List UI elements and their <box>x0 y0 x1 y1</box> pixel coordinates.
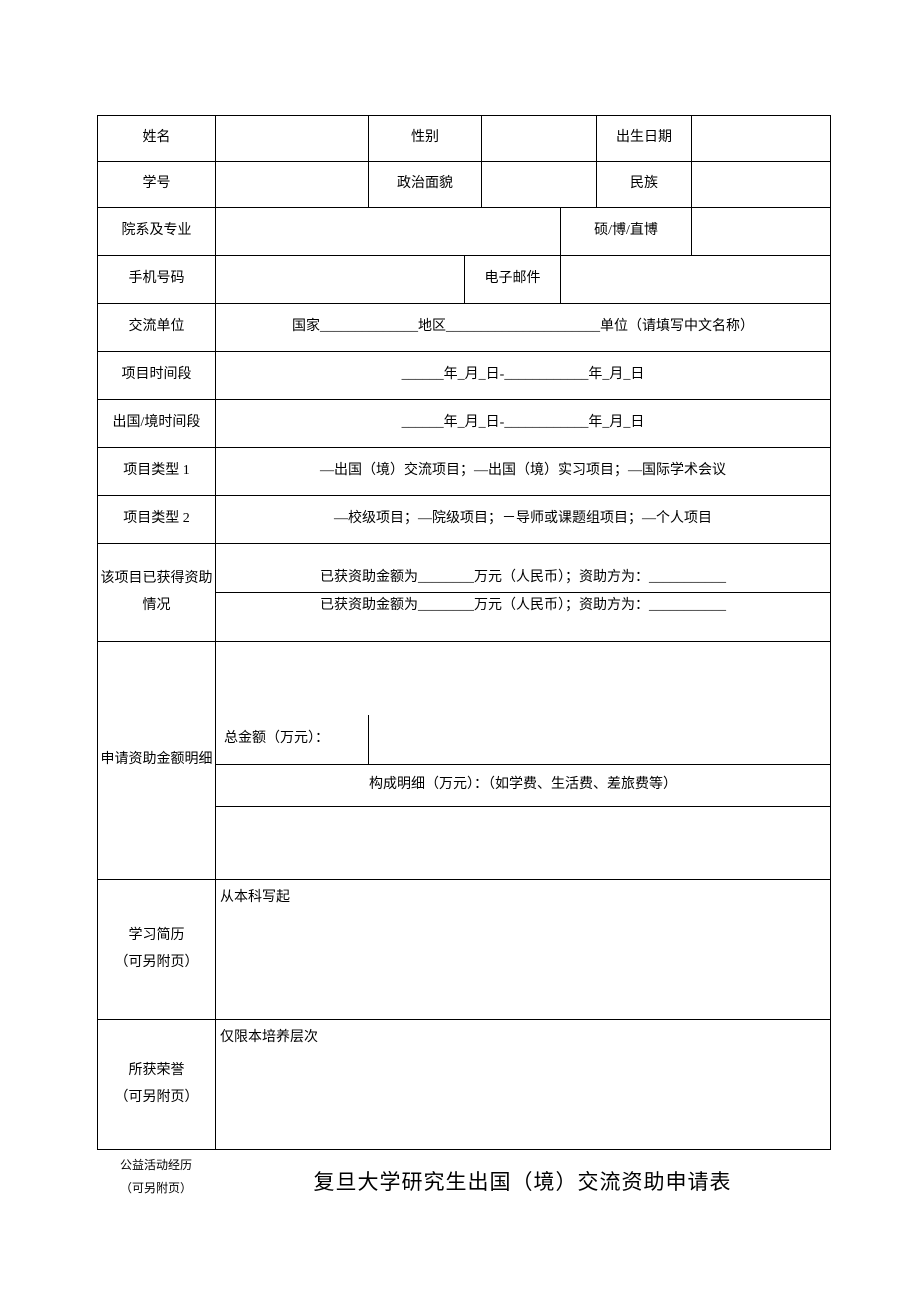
field-ethnicity[interactable] <box>692 162 831 208</box>
education-note: 从本科写起 <box>216 880 830 916</box>
page: 姓名 性别 出生日期 学号 政治面貌 民族 院系及专业 硕/博/直博 手机号码 … <box>0 0 920 1240</box>
label-degree-type: 硕/博/直博 <box>561 208 692 256</box>
field-dept-major[interactable] <box>216 208 561 256</box>
label-public-welfare: 公益活动经历 <box>120 1158 192 1172</box>
honors-note: 仅限本培养层次 <box>216 1020 830 1056</box>
existing-funding-row-1[interactable]: 已获资助金额为________万元（人民币）；资助方为：___________ <box>216 565 830 593</box>
label-existing-funding-line1: 该项目已获得资助 <box>101 571 213 586</box>
field-education[interactable] <box>216 916 830 1016</box>
field-political[interactable] <box>482 162 597 208</box>
footer: 公益活动经历 （可另附页） 复旦大学研究生出国（境）交流资助申请表 <box>97 1152 830 1200</box>
field-birthdate[interactable] <box>692 116 831 162</box>
label-honors-note: （可另附页） <box>115 1090 199 1105</box>
field-email[interactable] <box>561 256 831 304</box>
label-existing-funding-line2: 情况 <box>143 598 171 613</box>
label-honors-title: 所获荣誉 <box>129 1063 185 1078</box>
label-phone: 手机号码 <box>98 256 216 304</box>
label-education-note: （可另附页） <box>115 955 199 970</box>
field-exchange-unit[interactable]: 国家______________地区______________________… <box>216 304 831 352</box>
label-breakdown: 构成明细（万元）：（如学费、生活费、差旅费等） <box>216 765 830 807</box>
field-project-period[interactable]: ______年_月_日-____________年_月_日 <box>216 352 831 400</box>
label-email: 电子邮件 <box>465 256 561 304</box>
application-form-table: 姓名 性别 出生日期 学号 政治面貌 民族 院系及专业 硕/博/直博 手机号码 … <box>97 115 831 1150</box>
label-existing-funding: 该项目已获得资助 情况 <box>98 544 216 642</box>
label-birthdate: 出生日期 <box>597 116 692 162</box>
label-project-type1: 项目类型 1 <box>98 448 216 496</box>
field-abroad-period[interactable]: ______年_月_日-____________年_月_日 <box>216 400 831 448</box>
label-project-period: 项目时间段 <box>98 352 216 400</box>
page-title: 复旦大学研究生出国（境）交流资助申请表 <box>215 1152 830 1196</box>
label-gender: 性别 <box>369 116 482 162</box>
label-ethnicity: 民族 <box>597 162 692 208</box>
label-student-id: 学号 <box>98 162 216 208</box>
label-funding-detail: 申请资助金额明细 <box>98 642 216 880</box>
label-project-type2: 项目类型 2 <box>98 496 216 544</box>
field-project-type1[interactable]: —出国（境）交流项目；—出国（境）实习项目；—国际学术会议 <box>216 448 831 496</box>
label-name: 姓名 <box>98 116 216 162</box>
label-abroad-period: 出国/境时间段 <box>98 400 216 448</box>
field-degree-type[interactable] <box>692 208 831 256</box>
label-honors: 所获荣誉 （可另附页） <box>98 1020 216 1150</box>
label-exchange-unit: 交流单位 <box>98 304 216 352</box>
field-student-id[interactable] <box>216 162 369 208</box>
label-political: 政治面貌 <box>369 162 482 208</box>
existing-funding-row-2[interactable]: 已获资助金额为________万元（人民币）；资助方为：___________ <box>216 593 830 620</box>
label-total-amount: 总金额（万元）： <box>216 715 369 764</box>
field-honors[interactable] <box>216 1056 830 1146</box>
label-education: 学习简历 （可另附页） <box>98 880 216 1020</box>
field-gender[interactable] <box>482 116 597 162</box>
label-public-welfare-note: （可另附页） <box>120 1181 192 1195</box>
label-education-title: 学习简历 <box>129 928 185 943</box>
field-total-amount[interactable] <box>369 715 830 764</box>
footer-left-labels: 公益活动经历 （可另附页） <box>97 1152 215 1200</box>
field-project-type2[interactable]: —校级项目；—院级项目；－导师或课题组项目；—个人项目 <box>216 496 831 544</box>
field-phone[interactable] <box>216 256 465 304</box>
label-dept-major: 院系及专业 <box>98 208 216 256</box>
field-name[interactable] <box>216 116 369 162</box>
